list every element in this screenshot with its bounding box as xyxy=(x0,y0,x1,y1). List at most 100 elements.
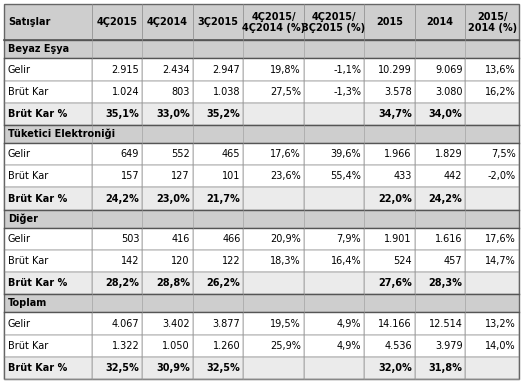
Bar xyxy=(415,335,465,357)
Text: 14.166: 14.166 xyxy=(378,319,412,329)
Bar xyxy=(4,59,92,80)
Text: 7,9%: 7,9% xyxy=(337,234,361,244)
Text: 2.947: 2.947 xyxy=(213,64,241,75)
Text: 101: 101 xyxy=(222,171,241,182)
Bar xyxy=(465,272,519,294)
Bar xyxy=(92,59,142,80)
Bar xyxy=(193,313,244,335)
Text: 2015: 2015 xyxy=(376,17,403,27)
Bar xyxy=(142,143,193,165)
Bar xyxy=(364,4,415,40)
Bar xyxy=(4,335,92,357)
Bar xyxy=(465,143,519,165)
Bar xyxy=(244,187,304,210)
Text: 31,8%: 31,8% xyxy=(428,363,462,373)
Bar xyxy=(415,250,465,272)
Bar xyxy=(92,228,142,250)
Bar xyxy=(193,59,244,80)
Bar xyxy=(4,187,92,210)
Text: 23,0%: 23,0% xyxy=(156,193,190,203)
Bar xyxy=(193,80,244,103)
Text: Gelir: Gelir xyxy=(8,234,31,244)
Text: -1,3%: -1,3% xyxy=(333,87,361,97)
Text: 1.829: 1.829 xyxy=(435,149,462,159)
Bar xyxy=(193,357,244,379)
Bar xyxy=(415,187,465,210)
Text: 1.966: 1.966 xyxy=(384,149,412,159)
Text: 127: 127 xyxy=(171,171,190,182)
Text: Gelir: Gelir xyxy=(8,319,31,329)
Bar xyxy=(364,228,415,250)
Bar xyxy=(364,143,415,165)
Text: Diğer: Diğer xyxy=(8,213,38,224)
Bar xyxy=(244,357,304,379)
Text: Brüt Kar: Brüt Kar xyxy=(8,256,48,266)
Bar xyxy=(244,59,304,80)
Bar xyxy=(92,335,142,357)
Text: 14,7%: 14,7% xyxy=(485,256,516,266)
Bar xyxy=(92,313,142,335)
Text: Gelir: Gelir xyxy=(8,64,31,75)
Bar xyxy=(244,228,304,250)
Bar xyxy=(92,357,142,379)
Bar xyxy=(142,250,193,272)
Bar xyxy=(193,103,244,125)
Bar xyxy=(4,228,92,250)
Bar xyxy=(364,59,415,80)
Text: 17,6%: 17,6% xyxy=(270,149,301,159)
Text: 39,6%: 39,6% xyxy=(331,149,361,159)
Bar xyxy=(4,40,519,59)
Bar xyxy=(304,103,364,125)
Bar xyxy=(465,187,519,210)
Text: Brüt Kar: Brüt Kar xyxy=(8,171,48,182)
Text: 35,2%: 35,2% xyxy=(207,109,241,119)
Text: 466: 466 xyxy=(222,234,241,244)
Text: 3.080: 3.080 xyxy=(435,87,462,97)
Bar xyxy=(415,103,465,125)
Bar xyxy=(244,80,304,103)
Text: 28,2%: 28,2% xyxy=(105,278,139,288)
Text: Brüt Kar %: Brüt Kar % xyxy=(8,363,67,373)
Text: 142: 142 xyxy=(121,256,139,266)
Bar xyxy=(193,143,244,165)
Bar xyxy=(142,165,193,187)
Text: Brüt Kar %: Brüt Kar % xyxy=(8,109,67,119)
Text: 13,6%: 13,6% xyxy=(485,64,516,75)
Bar xyxy=(142,357,193,379)
Text: 26,2%: 26,2% xyxy=(207,278,241,288)
Text: 1.050: 1.050 xyxy=(162,341,190,351)
Bar xyxy=(4,250,92,272)
Text: 416: 416 xyxy=(172,234,190,244)
Text: 4,9%: 4,9% xyxy=(337,341,361,351)
Bar xyxy=(364,250,415,272)
Text: 16,2%: 16,2% xyxy=(485,87,516,97)
Text: 1.038: 1.038 xyxy=(213,87,241,97)
Bar xyxy=(364,80,415,103)
Text: 30,9%: 30,9% xyxy=(156,363,190,373)
Text: 4Ç2015/
3Ç2015 (%): 4Ç2015/ 3Ç2015 (%) xyxy=(302,12,366,33)
Text: Beyaz Eşya: Beyaz Eşya xyxy=(8,44,69,54)
Text: Tüketici Elektroniği: Tüketici Elektroniği xyxy=(8,129,115,139)
Text: 24,2%: 24,2% xyxy=(106,193,139,203)
Text: 32,0%: 32,0% xyxy=(378,363,412,373)
Text: -2,0%: -2,0% xyxy=(488,171,516,182)
Text: 32,5%: 32,5% xyxy=(207,363,241,373)
Bar xyxy=(364,313,415,335)
Text: 2.434: 2.434 xyxy=(162,64,190,75)
Bar xyxy=(364,357,415,379)
Bar xyxy=(193,187,244,210)
Bar xyxy=(142,4,193,40)
Bar xyxy=(4,103,92,125)
Text: 1.616: 1.616 xyxy=(435,234,462,244)
Text: 3.979: 3.979 xyxy=(435,341,462,351)
Bar xyxy=(92,4,142,40)
Bar xyxy=(92,187,142,210)
Text: 442: 442 xyxy=(444,171,462,182)
Text: 2.915: 2.915 xyxy=(111,64,139,75)
Bar xyxy=(304,143,364,165)
Bar xyxy=(364,335,415,357)
Bar xyxy=(4,313,92,335)
Text: 27,6%: 27,6% xyxy=(378,278,412,288)
Text: 34,0%: 34,0% xyxy=(429,109,462,119)
Bar xyxy=(304,80,364,103)
